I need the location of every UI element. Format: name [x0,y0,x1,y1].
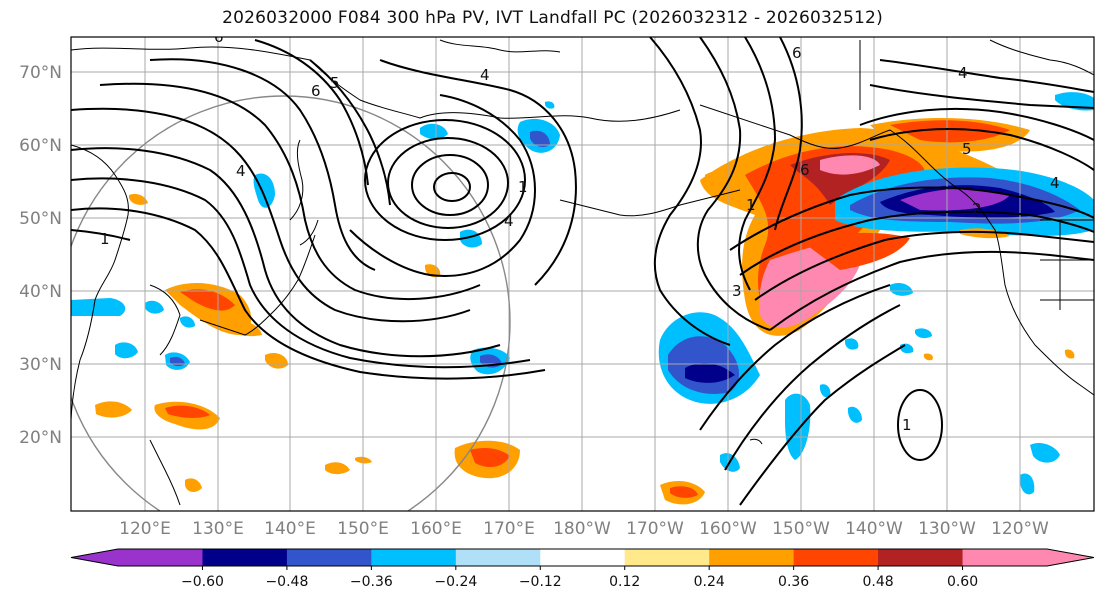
contour-label: 4 [504,212,514,230]
colorbar-bin [371,549,457,566]
lon-label: 170°W [626,519,684,539]
colorbar: −0.60 −0.48 −0.36 −0.24 −0.12 0.12 0.24 0.36 0.4… [70,548,1095,590]
colorbar-tick-label: −0.12 [519,574,562,590]
colorbar-bin [286,549,372,566]
colorbar-bin [202,549,288,566]
lon-label: 130°E [192,519,244,539]
contour-labels: 6 6 6 4 4 4 5 1 1 1 4 3 2 1 6 5 4 [100,28,1060,434]
contour-label: 1 [746,196,756,214]
contour-label: 2 [972,200,982,218]
contour-label: 4 [1050,174,1060,192]
contour-label: 1 [902,416,912,434]
colorbar-tick-label: 0.24 [694,574,725,590]
contour-label: 1 [518,178,528,196]
contour-label: 1 [100,230,110,248]
lat-label: 50°N [19,209,62,229]
contour-label: 5 [962,140,972,158]
colorbar-extend-high [1047,549,1094,566]
colorbar-extend-low [71,549,118,566]
lat-label: 30°N [19,355,62,375]
lon-label: 120°E [119,519,171,539]
colorbar-tick-label: −0.48 [265,574,308,590]
lat-label: 40°N [19,282,62,302]
map-title: 2026032000 F084 300 hPa PV, IVT Landfall… [222,8,883,28]
lon-label: 160°W [699,519,757,539]
colorbar-bin [624,549,710,566]
lon-label: 150°W [772,519,830,539]
colorbar-tick-label: 0.48 [863,574,894,590]
lon-label: 180°W [553,519,611,539]
coastlines [71,39,1094,506]
lon-label: 150°E [337,519,389,539]
landfall-radius-circle [71,95,511,511]
lon-label: 130°W [918,519,976,539]
latitude-labels: 70°N 60°N 50°N 40°N 30°N 20°N [19,63,62,448]
lat-label: 60°N [19,136,62,156]
lat-label: 20°N [19,428,62,448]
lat-label: 70°N [19,63,62,83]
lon-label: 120°W [991,519,1049,539]
contour-label: 5 [330,74,340,92]
colorbar-bin [455,549,541,566]
colorbar-bin [118,549,203,566]
colorbar-tick-label: 0.36 [778,574,809,590]
lon-label: 140°E [264,519,316,539]
pv-contours [71,37,1094,506]
map-panel: 6 6 6 4 4 4 5 1 1 1 4 3 2 1 6 5 4 [71,28,1094,511]
contour-label: 4 [958,64,968,82]
colorbar-tick-label: 0.60 [947,574,978,590]
colorbar-outline [70,548,1095,567]
contour-label: 6 [792,44,802,62]
contour-label: 4 [480,66,490,84]
colorbar-bin [962,549,1048,566]
lon-label: 160°E [410,519,462,539]
contour-label: 6 [214,28,224,46]
colorbar-tick-label: 0.12 [609,574,640,590]
colorbar-bin [793,549,879,566]
contour-label: 6 [800,161,810,179]
contour-label: 6 [311,82,321,100]
lon-label: 170°E [483,519,535,539]
colorbar-tick-label: −0.36 [350,574,393,590]
longitude-labels: 120°E 130°E 140°E 150°E 160°E 170°E 180°… [119,519,1049,539]
colorbar-bin [709,549,795,566]
colorbar-bin [878,549,964,566]
colorbar-tick-label: −0.24 [434,574,477,590]
colorbar-tick-label: −0.60 [181,574,224,590]
colorbar-bin [540,549,626,566]
ivt-shading [71,92,1094,505]
map-frame [70,36,1095,512]
lon-label: 140°W [845,519,903,539]
contour-label: 3 [732,282,742,300]
graticule [71,37,1094,511]
contour-label: 4 [236,162,246,180]
